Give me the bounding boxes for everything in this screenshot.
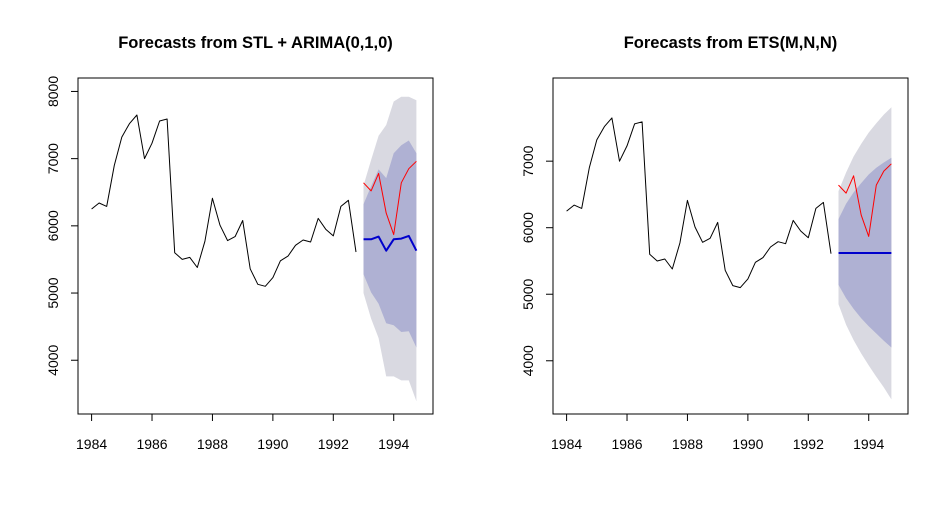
y-tick-label: 4000 bbox=[520, 345, 536, 376]
y-tick-label: 8000 bbox=[45, 76, 61, 107]
series-line-historical bbox=[566, 117, 832, 289]
x-tick-label: 1992 bbox=[793, 436, 824, 452]
x-tick-label: 1994 bbox=[853, 436, 884, 452]
x-tick-label: 1994 bbox=[378, 436, 409, 452]
x-tick-label: 1990 bbox=[257, 436, 288, 452]
panel-ets: Forecasts from ETS(M,N,N) 1984 1986 1988 19… bbox=[520, 34, 909, 452]
x-tick-label: 1988 bbox=[197, 436, 228, 452]
y-tick-label: 5000 bbox=[45, 277, 61, 308]
y-tick-label: 6000 bbox=[520, 212, 536, 243]
x-tick-label: 1984 bbox=[76, 436, 107, 452]
x-tick-label: 1992 bbox=[318, 436, 349, 452]
panel-stl-arima: Forecasts from STL + ARIMA(0,1,0) 1984 19… bbox=[45, 34, 434, 452]
series-line-historical bbox=[91, 114, 357, 287]
series-line-point-forecast bbox=[363, 234, 418, 252]
x-tick-label: 1984 bbox=[551, 436, 582, 452]
y-tick-label: 5000 bbox=[520, 278, 536, 309]
chart-title: Forecasts from ETS(M,N,N) bbox=[624, 34, 838, 52]
x-tick-label: 1990 bbox=[732, 436, 763, 452]
y-tick-label: 7000 bbox=[520, 145, 536, 176]
x-tick-label: 1988 bbox=[672, 436, 703, 452]
series-line-actual-test bbox=[838, 163, 892, 237]
x-tick-label: 1986 bbox=[136, 436, 167, 452]
y-tick-label: 6000 bbox=[45, 210, 61, 241]
y-tick-label: 7000 bbox=[45, 143, 61, 174]
series-line-actual-test bbox=[363, 160, 417, 236]
x-tick-label: 1986 bbox=[611, 436, 642, 452]
chart-title: Forecasts from STL + ARIMA(0,1,0) bbox=[118, 34, 393, 52]
y-tick-label: 4000 bbox=[45, 344, 61, 375]
